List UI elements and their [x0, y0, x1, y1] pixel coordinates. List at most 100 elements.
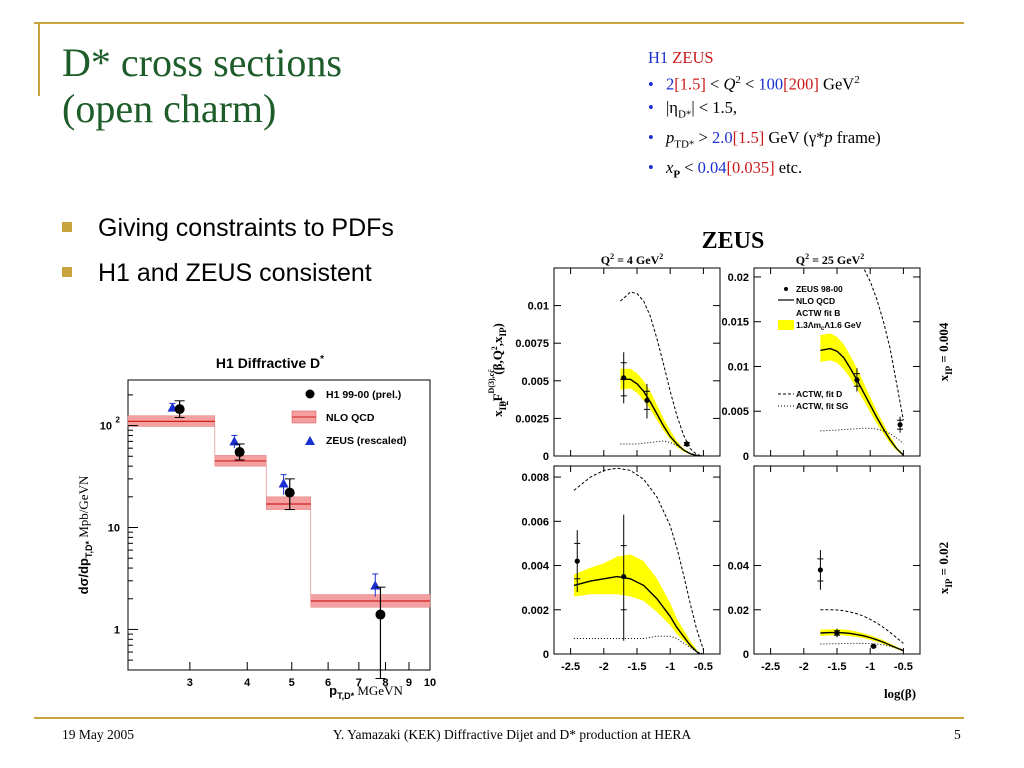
actw-fit-d-line: [820, 609, 904, 644]
y-tick-label: 0: [543, 451, 549, 463]
legend-h1-marker: [305, 389, 315, 399]
x-tick-label: -1: [665, 661, 675, 673]
legend-zeus-data-marker: [784, 287, 788, 291]
x-tick-label: -2.5: [761, 661, 780, 673]
cut-xp: xP < 0.04[0.035] etc.: [648, 156, 881, 186]
title-accent-bar: [38, 24, 40, 96]
y-tick-label: 10: [108, 523, 120, 535]
h1-point: [375, 609, 386, 620]
title-line-1: D* cross sections: [62, 40, 342, 85]
y-tick-label: 0: [743, 451, 749, 463]
h1-point: [234, 447, 245, 458]
x-tick-label: -1.5: [628, 661, 647, 673]
y-tick-label: 0.002: [521, 605, 549, 617]
legend-h1-label: H1 99-00 (prel.): [326, 389, 401, 401]
h1-chart-title: H1 Diffractive D*: [216, 354, 324, 371]
x-tick-label: -2.5: [561, 661, 580, 673]
actw-fit-d-line: [620, 291, 704, 457]
nlo-fit-b-line: [573, 575, 701, 655]
data-point: [574, 558, 580, 564]
data-point: [621, 375, 627, 381]
data-point: [621, 573, 627, 580]
panel-frame: [553, 267, 721, 457]
legend-actw-b-label: ACTW fit B: [796, 308, 840, 318]
nlo-fit-b-line: [820, 347, 904, 456]
y-tick-label: 0.02: [728, 272, 749, 284]
zeus-point: [370, 580, 381, 590]
h1-x-axis-label: pT,D* MGeVN: [329, 683, 403, 701]
y-tick-label: 0.005: [521, 376, 549, 388]
data-point: [684, 441, 690, 447]
y-tick-label: 0: [743, 649, 749, 661]
legend-actw-d-label: ACTW, fit D: [796, 389, 842, 399]
data-point: [854, 377, 860, 383]
h1-point: [174, 404, 185, 415]
top-rule: [34, 22, 964, 24]
x-tick-label: 10: [424, 677, 436, 689]
y-tick-label: 0.01: [728, 361, 749, 373]
data-point: [870, 643, 877, 649]
zeus-point: [229, 436, 240, 446]
bullet-square-icon: [62, 222, 72, 232]
h1-legend: H1 99-00 (prel.) NLO QCD ZEUS (rescaled): [291, 389, 407, 447]
title-line-2: (open charm): [62, 86, 277, 131]
x-tick-label: 3: [187, 677, 193, 689]
panel-frame: [753, 465, 921, 655]
mc-uncertainty-band: [820, 629, 904, 652]
y-tick-label: 1: [114, 624, 120, 636]
y-tick-label: 0.015: [721, 317, 749, 329]
panel-q2-25-xp-0004: 0 0.005 0.01 0.015 0.02: [721, 267, 921, 463]
bullet-item: H1 and ZEUS consistent: [62, 251, 394, 296]
x-tick-label: 5: [289, 677, 295, 689]
y-tick-label: 0.02: [728, 605, 749, 617]
row-label-xp-0004: xIP = 0.004: [936, 322, 954, 381]
x-tick-label: -2: [799, 661, 809, 673]
nlo-fit-b-line: [620, 378, 701, 457]
h1-chart: H1 Diffractive D* 3 4 5 6 7 8 9 10 1 10 10 2 pT,D* …: [76, 354, 436, 701]
cuts-header-h1: H1: [648, 48, 669, 67]
footer-center: Y. Yamazaki (KEK) Diffractive Dijet and …: [332, 727, 692, 742]
x-tick-label: -1.5: [828, 661, 847, 673]
nlo-band: [266, 496, 312, 510]
panel-q2-25-xp-002: -2.5 -2 -1.5 -1 -0.5 0 0.02 0.04: [728, 465, 921, 673]
zeus-x-axis-label: log(β): [884, 686, 916, 701]
y-tick-label: 0: [543, 649, 549, 661]
cut-eta: |ηD*| < 1.5,: [648, 96, 881, 126]
x-tick-label: -2: [599, 661, 609, 673]
legend-mc-band-label: 1.3ΛmcΛ1.6 GeV: [796, 320, 862, 332]
panel-q2-4-xp-0004: 0 0.0025 0.005 0.0075 0.01: [515, 267, 721, 463]
x-tick-label: 4: [244, 677, 251, 689]
y-tick-label: 0.008: [521, 472, 549, 484]
bullet-list: Giving constraints to PDFs H1 and ZEUS c…: [62, 206, 394, 296]
panel-q2-4-xp-002: -2.5 -2 -1.5 -1 -0.5 0 0.002 0.004 0.006 0.008: [521, 465, 721, 673]
legend-zeus-data-label: ZEUS 98-00: [796, 284, 843, 294]
x-tick-label: -0.5: [694, 661, 713, 673]
cuts-header-zeus: ZEUS: [672, 48, 714, 67]
data-point: [897, 422, 903, 428]
x-tick-label: 9: [406, 677, 412, 689]
cuts-header: H1 ZEUS: [648, 46, 881, 69]
legend-zeus-label: ZEUS (rescaled): [326, 435, 407, 447]
h1-point: [284, 487, 295, 498]
footer-date: 19 May 2005: [62, 727, 134, 742]
h1-y-axis-label: dσ/dpT,D* Mpb/GeVN: [76, 475, 94, 594]
y-tick-label: 0.04: [728, 561, 750, 573]
zeus-point: [278, 478, 289, 488]
legend-nlo-label: NLO QCD: [326, 412, 375, 424]
y-tick-label: 0.0025: [515, 413, 549, 425]
x-tick-label: 7: [356, 677, 362, 689]
x-tick-label: 8: [382, 677, 388, 689]
zeus-legend: ZEUS 98-00 NLO QCD ACTW fit B 1.3ΛmcΛ1.6…: [778, 284, 862, 411]
footer-rule: [34, 717, 964, 719]
page-title: D* cross sections (open charm): [62, 40, 342, 132]
column-label-q2-25: Q2 = 25 GeV2: [796, 252, 865, 267]
row-label-xp-002: xIP = 0.02: [936, 542, 954, 594]
footer-page-number: 5: [954, 727, 961, 742]
legend-zeus-marker: [305, 436, 315, 445]
bullet-item: Giving constraints to PDFs: [62, 206, 394, 251]
column-label-q2-4: Q2 = 4 GeV2: [601, 252, 664, 267]
y-tick-label: 0.006: [521, 516, 549, 528]
bullet-square-icon: [62, 267, 72, 277]
data-point: [817, 567, 823, 573]
y-tick-label: 0.0075: [515, 338, 549, 350]
